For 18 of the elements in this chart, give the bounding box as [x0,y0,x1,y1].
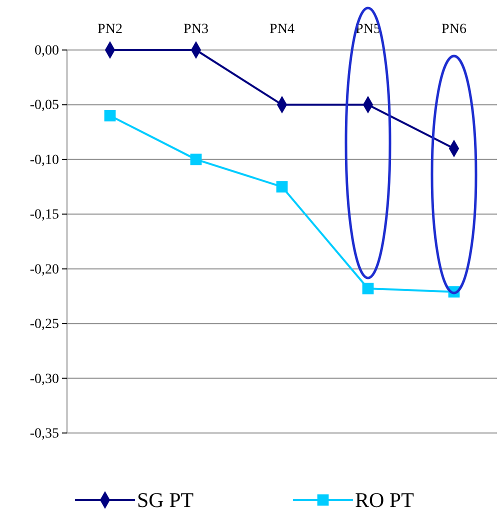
legend-label: RO PT [355,488,414,512]
point [276,181,288,192]
x-tick-label: PN2 [98,22,122,37]
legend-label: SG PT [137,488,194,512]
y-tick-label: -0,35 [30,426,59,442]
y-tick-label: -0,10 [30,152,59,168]
y-tick-label: -0,30 [30,372,59,387]
x-tick-label: PN4 [270,22,294,37]
y-tick-label: 0,00 [34,43,59,58]
point [190,154,202,166]
point [104,110,116,122]
x-tick-label: PN6 [442,22,466,37]
x-tick-label: PN3 [184,22,208,37]
y-tick-label: -0,20 [30,262,59,278]
y-tick-label: -0,15 [30,208,59,223]
y-tick-label: -0,05 [30,98,59,114]
point [362,282,374,294]
y-tick-label: -0,25 [30,317,59,332]
